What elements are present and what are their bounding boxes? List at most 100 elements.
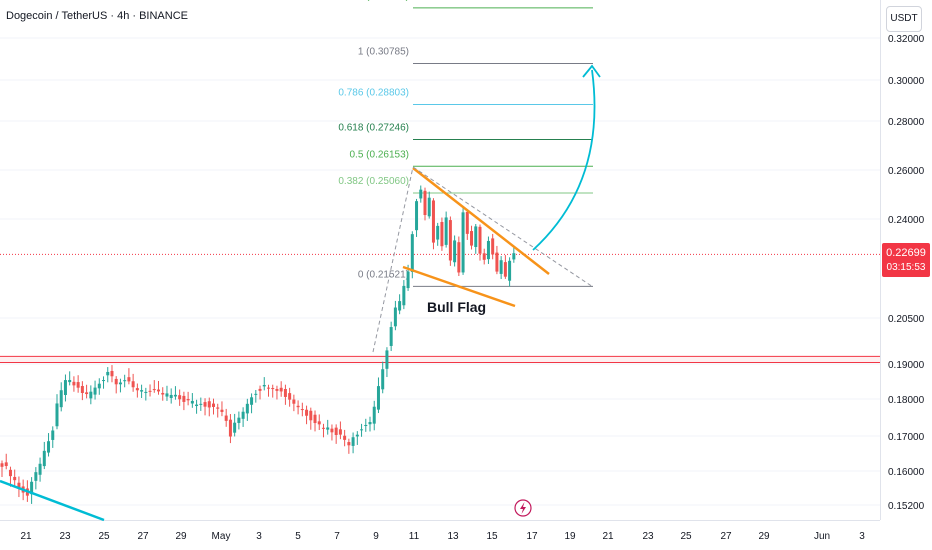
grid — [0, 0, 881, 521]
x-tick-label: 23 — [59, 531, 71, 542]
resistance-band — [0, 356, 880, 363]
candle-body — [347, 442, 351, 446]
y-tick-label: 0.26000 — [888, 166, 925, 177]
x-tick-label: 3 — [859, 531, 865, 542]
candle-body — [140, 390, 144, 392]
candle-body — [381, 369, 385, 390]
candle-body — [207, 401, 211, 408]
candle-body — [123, 380, 127, 382]
x-tick-label: 21 — [602, 531, 614, 542]
candle-body — [93, 387, 97, 395]
candle-body — [275, 389, 279, 391]
candle-body — [313, 414, 317, 424]
candle-body — [97, 383, 101, 389]
y-tick-label: 0.19000 — [888, 360, 925, 371]
x-tick-label: 19 — [564, 531, 576, 542]
projection-arrow — [532, 69, 596, 251]
x-tick-label: 13 — [447, 531, 459, 542]
candle-body — [216, 407, 220, 409]
candle-body — [444, 217, 448, 245]
candle-body — [178, 395, 182, 400]
candle-body — [250, 397, 254, 405]
candle-body — [338, 429, 342, 435]
last-price-tag: 0.22699 03:15:53 — [882, 243, 930, 277]
resistance-zone — [0, 355, 880, 363]
y-tick-label: 0.32000 — [888, 34, 925, 45]
candle-body — [279, 387, 283, 392]
candle-countdown: 03:15:53 — [886, 262, 926, 273]
candle-body — [233, 422, 237, 433]
candle-body — [190, 400, 194, 404]
candle-body — [461, 212, 465, 273]
x-tick-label: 15 — [486, 531, 498, 542]
fib-anchor-line — [372, 166, 414, 353]
candle-body — [266, 387, 270, 389]
candle-body — [59, 390, 63, 408]
projection-arrow-head — [582, 64, 601, 78]
candle-body — [131, 381, 135, 388]
candle-body — [241, 411, 245, 419]
candle-body — [482, 253, 486, 260]
candle-body — [508, 260, 512, 281]
candle-body — [470, 231, 474, 246]
candle-body — [212, 403, 215, 407]
x-tick-label: 29 — [758, 531, 770, 542]
candle-body — [292, 399, 296, 404]
fib-level-label: 0.5 (0.26153) — [350, 149, 410, 160]
fib-level-label: 0.786 (0.28803) — [338, 88, 409, 99]
candle-body — [165, 393, 169, 397]
candle-body — [355, 434, 359, 437]
fib-extension: 1.272 (0.33505) 1 (0.30785) 0.786 (0.28803… — [338, 0, 593, 287]
y-axis: 0.32000 0.30000 0.28000 0.26000 0.24000 0.205… — [888, 34, 925, 512]
candle-body — [491, 238, 495, 255]
candle-body — [228, 419, 232, 437]
candle-body — [34, 472, 38, 481]
candle-body — [406, 271, 410, 289]
candle-body — [55, 403, 59, 427]
currency-selector[interactable]: USDT — [886, 6, 922, 32]
candle-body — [283, 389, 287, 397]
lightning-icon — [520, 502, 526, 514]
x-tick-label: 9 — [373, 531, 379, 542]
candle-body — [305, 409, 309, 416]
candle-body — [157, 389, 161, 392]
candle-body — [317, 421, 321, 425]
candle-body — [372, 406, 376, 424]
chart-title: Dogecoin / TetherUS · 4h · BINANCE — [6, 10, 188, 22]
candle-body — [351, 437, 355, 446]
candle-body — [118, 382, 122, 385]
x-tick-label: 3 — [256, 531, 262, 542]
candle-body — [360, 429, 364, 431]
candle-body — [38, 463, 42, 475]
candle-body — [4, 462, 8, 467]
candle-body — [495, 252, 499, 272]
x-tick-label: 27 — [137, 531, 149, 542]
candle-body — [453, 240, 457, 263]
x-tick-label: 7 — [334, 531, 340, 542]
candle-body — [245, 403, 249, 414]
x-tick-label: May — [212, 531, 231, 542]
x-axis: 21 23 25 27 29 May 3 5 7 9 11 13 15 17 19 21 23 25 27 29 Jun… — [20, 531, 865, 542]
y-tick-label: 0.24000 — [888, 215, 925, 226]
candle-body — [440, 221, 444, 247]
candle-body — [385, 350, 389, 369]
y-tick-label: 0.28000 — [888, 117, 925, 128]
candle-body — [326, 427, 330, 430]
x-tick-label: 17 — [526, 531, 538, 542]
x-tick-label: 23 — [642, 531, 654, 542]
x-tick-label: Jun — [814, 531, 830, 542]
fib-level-label: 1.272 (0.33505) — [338, 0, 409, 2]
candle-body — [415, 201, 419, 231]
candle-body — [237, 417, 241, 423]
candle-body — [182, 395, 186, 402]
x-tick-label: 21 — [20, 531, 32, 542]
x-tick-label: 5 — [295, 531, 301, 542]
last-price-value: 0.22699 — [886, 247, 926, 259]
candle-body — [368, 422, 372, 425]
fib-level-label: 0 (0.21521) — [358, 269, 409, 280]
candle-body — [448, 220, 452, 261]
candle-body — [199, 403, 203, 405]
candle-body — [309, 410, 313, 421]
candle-body — [503, 262, 507, 277]
